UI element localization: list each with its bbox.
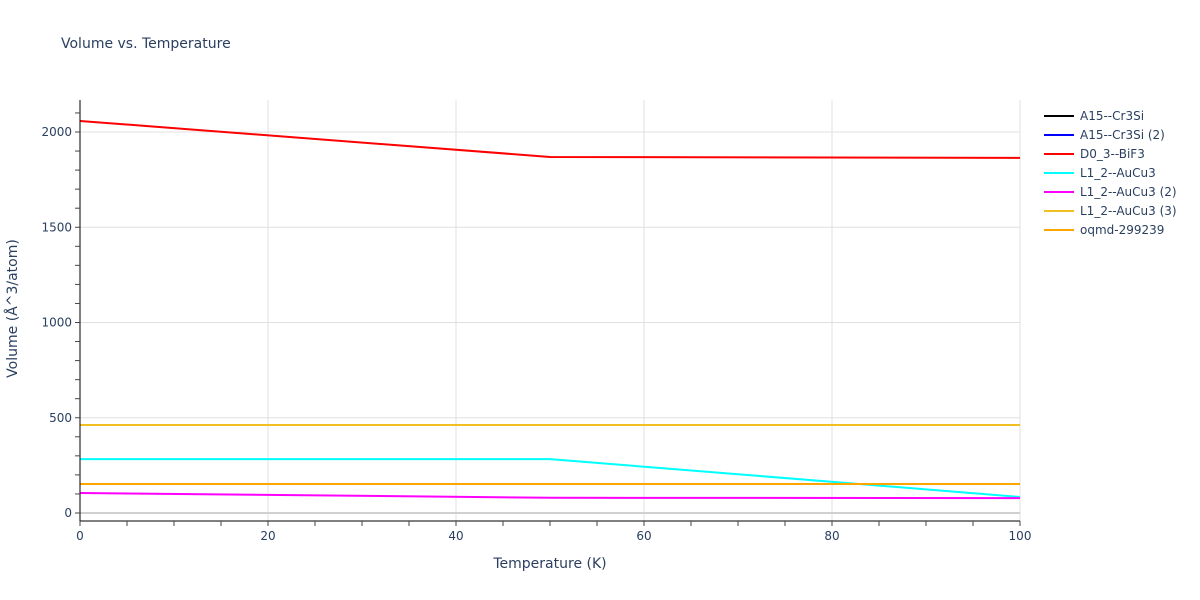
legend-item-3[interactable]: L1_2--AuCu3 bbox=[1044, 163, 1177, 182]
legend-label: L1_2--AuCu3 (3) bbox=[1080, 203, 1177, 218]
legend-item-4[interactable]: L1_2--AuCu3 (2) bbox=[1044, 182, 1177, 201]
legend-line-icon bbox=[1044, 228, 1074, 231]
legend-label: L1_2--AuCu3 bbox=[1080, 165, 1156, 180]
x-tick-label: 20 bbox=[260, 529, 275, 543]
legend-line-icon bbox=[1044, 190, 1074, 193]
y-tick-label: 500 bbox=[49, 411, 72, 425]
legend-item-6[interactable]: oqmd-299239 bbox=[1044, 220, 1177, 239]
legend-label: D0_3--BiF3 bbox=[1080, 146, 1145, 161]
y-tick-label: 2000 bbox=[41, 125, 72, 139]
legend-item-2[interactable]: D0_3--BiF3 bbox=[1044, 144, 1177, 163]
legend-item-5[interactable]: L1_2--AuCu3 (3) bbox=[1044, 201, 1177, 220]
y-tick-label: 0 bbox=[64, 506, 72, 520]
legend-line-icon bbox=[1044, 171, 1074, 174]
legend-label: A15--Cr3Si (2) bbox=[1080, 127, 1165, 142]
legend-line-icon bbox=[1044, 152, 1074, 155]
x-tick-label: 100 bbox=[1009, 529, 1032, 543]
series-line-3[interactable] bbox=[80, 458, 1021, 498]
legend-line-icon bbox=[1044, 209, 1074, 212]
y-tick-label: 1000 bbox=[41, 316, 72, 330]
legend-label: oqmd-299239 bbox=[1080, 222, 1165, 237]
series-line-4[interactable] bbox=[79, 491, 1021, 500]
legend-item-1[interactable]: A15--Cr3Si (2) bbox=[1044, 125, 1177, 144]
x-axis-title: Temperature (K) bbox=[492, 556, 606, 572]
y-axis-title: Volume (Å^3/atom) bbox=[4, 239, 21, 378]
series-line-2[interactable] bbox=[79, 119, 1021, 159]
x-tick-label: 40 bbox=[448, 529, 463, 543]
legend-label: A15--Cr3Si bbox=[1080, 108, 1145, 123]
legend-label: L1_2--AuCu3 (2) bbox=[1080, 184, 1177, 199]
x-tick-label: 0 bbox=[76, 529, 84, 543]
legend-item-0[interactable]: A15--Cr3Si bbox=[1044, 106, 1177, 125]
x-tick-label: 80 bbox=[824, 529, 839, 543]
legend-line-icon bbox=[1044, 133, 1074, 136]
chart-title: Volume vs. Temperature bbox=[61, 36, 231, 52]
legend-line-icon bbox=[1044, 114, 1074, 117]
y-tick-label: 1500 bbox=[41, 220, 72, 234]
legend: A15--Cr3Si A15--Cr3Si (2) D0_3--BiF3 L1_2--… bbox=[1044, 106, 1177, 239]
x-tick-label: 60 bbox=[636, 529, 651, 543]
